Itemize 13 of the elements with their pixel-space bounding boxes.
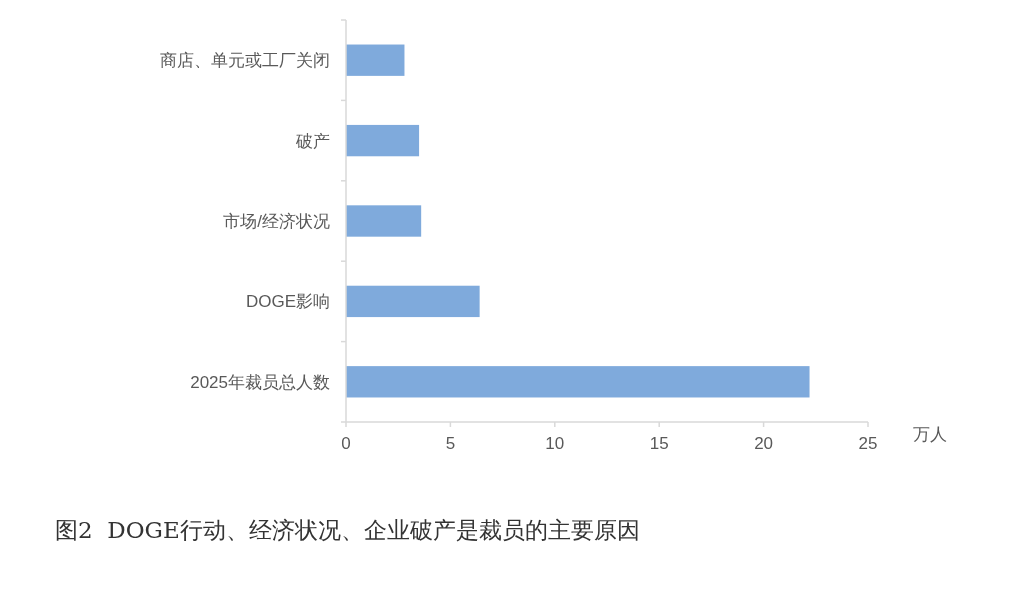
y-tick-label: 2025年裁员总人数 [190, 372, 330, 392]
x-tick-label: 25 [858, 434, 878, 453]
y-tick-label: 破产 [295, 131, 330, 151]
x-tick-label: 5 [445, 434, 456, 453]
x-tick-label: 15 [649, 434, 669, 453]
x-tick-label: 0 [341, 434, 351, 453]
y-tick-label: DOGE影响 [245, 292, 330, 312]
y-tick-label: 商店、单元或工厂关闭 [160, 51, 330, 71]
y-tick-label: 市场/经济状况 [223, 212, 330, 231]
x-tick-label: 20 [754, 434, 774, 453]
x-tick-label: 10 [545, 434, 565, 453]
text: 图2 DOGE行动、经济状况、企业破产是裁员的主要原因 [55, 517, 640, 543]
x-axis-title: 万人 [913, 425, 947, 444]
